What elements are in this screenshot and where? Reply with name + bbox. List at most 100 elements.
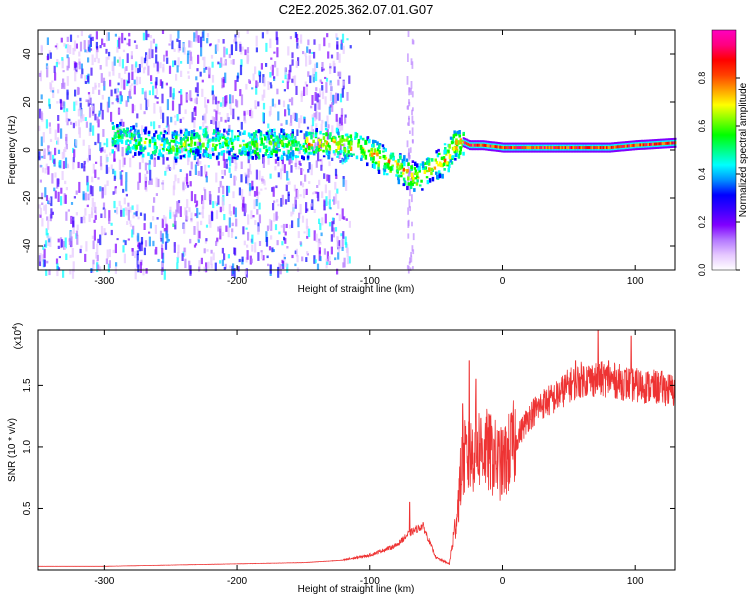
spectrogram-cell [306,209,308,212]
spectrogram-cell [315,192,317,194]
spectrogram-cell [310,203,312,206]
spectrogram-cell [209,191,211,200]
spectrogram-cell [273,52,275,54]
spectrogram-cell [254,150,257,154]
spectrogram-cell [411,110,413,115]
spectrogram-cell [43,132,45,143]
spectrogram-cell [319,159,321,161]
spectrogram-cell [137,182,139,190]
spectrogram-cell [119,201,121,206]
spectrogram-cell [212,201,214,208]
spectrogram-cell [228,254,230,258]
spectrogram-cell [219,112,221,115]
spectrogram-cell [414,167,417,170]
spectrogram-cell [295,163,297,167]
spectrogram-cell [273,129,276,131]
spectrogram-cell [378,145,381,150]
spectrogram-cell [79,108,81,111]
spectrogram-cell [161,137,164,142]
spectrogram-cell [321,124,323,132]
spectrogram-cell [182,155,185,158]
spectrogram-cell [287,46,289,55]
spectrogram-cell [112,122,115,125]
spectrogram-cell [122,189,124,193]
spectrogram-cell [139,77,141,84]
spectrogram-cell [250,210,252,219]
spectrogram-cell [74,71,76,81]
spectrogram-cell [219,144,222,149]
spectrogram-cell [342,239,344,248]
spectrogram-cell [149,49,151,60]
spectrogram-cell [282,81,284,84]
spectrogram-cell [232,95,234,103]
spectrogram-cell [177,65,179,72]
spectrogram-cell [310,106,312,109]
spectrogram-cell [304,175,306,182]
spectrogram-cell [277,111,279,120]
spectrogram-cell [256,36,258,47]
spectrogram-cell [155,77,157,85]
spectrogram-cell [286,120,288,125]
spectrogram-cell [216,238,218,242]
x-tick-label: 100 [627,276,644,287]
spectrogram-cell [259,171,261,181]
spectrogram-cell [251,235,253,244]
spectrogram-cell [193,120,195,128]
spectrogram-cell [159,149,162,153]
spectrogram-cell [260,144,263,146]
spectrogram-cell [63,161,65,169]
spectrogram-cell [136,211,138,216]
spectrogram-cell [140,262,142,273]
colorbar-tick-label: 0.6 [697,120,707,133]
spectrogram-cell [114,135,117,138]
spectrogram-cell [431,168,434,171]
spectrogram-cell [51,173,53,183]
spectrogram-cell [257,101,259,106]
spectrogram-cell [319,256,321,261]
spectrogram-cell [222,202,224,212]
spectrogram-cell [224,96,226,107]
spectrogram-cell [49,127,51,133]
spectrogram-cell [198,231,200,239]
spectrogram-cell [245,84,247,90]
spectrogram-cell [212,153,215,156]
spectrogram-cell [455,146,458,150]
spectrogram-cell [135,145,138,150]
spectrogram-cell [284,89,286,91]
spectrogram-cell [368,150,371,153]
spectrogram-cell [319,131,322,134]
spectrogram-cell [197,149,200,154]
spectrogram-cell [190,218,192,220]
spectrogram-cell [252,186,254,189]
spectrogram-cell [212,139,215,142]
spectrogram-cell [408,87,410,95]
spectrogram-cell [347,150,350,153]
spectrogram-cell [422,165,425,168]
spectrogram-cell [261,63,263,70]
spectrogram-cell [306,251,308,254]
spectrogram-cell [54,148,56,155]
spectrogram-cell [217,101,219,104]
spectrogram-cell [226,48,228,54]
spectrogram-cell [228,227,230,237]
spectrogram-cell [149,139,152,144]
spectrogram-cell [67,165,69,168]
spectrogram-cell [228,141,231,145]
spectrogram-cell [303,87,305,96]
spectrogram-cell [152,206,154,213]
spectrogram-cell [106,165,108,174]
spectrogram-cell [183,248,185,253]
spectrogram-cell [197,82,199,93]
spectrogram-cell [207,99,209,103]
spectrogram-cell [180,71,182,77]
spectrogram-cell [235,42,237,51]
spectrogram-cell [302,183,304,187]
spectrogram-cell [231,44,233,55]
spectrogram-cell [410,181,413,186]
spectrogram-cell [218,152,221,155]
spectrogram-cell [188,144,191,146]
spectrogram-cell [329,190,331,200]
spectrogram-cell [320,165,322,171]
spectrogram-cell [187,71,189,74]
spectrogram-cell [205,132,208,136]
